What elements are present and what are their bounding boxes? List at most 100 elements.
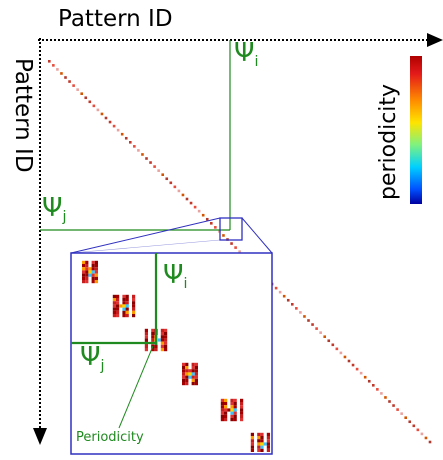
inset-block-cell	[266, 442, 270, 446]
inset-block-cell	[132, 314, 136, 318]
diagonal-point	[210, 222, 213, 225]
inset-block-cell	[119, 304, 123, 308]
inset-block-cell	[230, 411, 234, 415]
diagonal-point	[323, 335, 326, 338]
inset-block-cell	[116, 307, 120, 311]
diagonal-point	[299, 311, 302, 314]
diagonal-point	[335, 347, 339, 351]
diagonal-point	[104, 116, 108, 120]
inset-block-cell	[82, 264, 86, 268]
psi-i-subscript: i	[254, 54, 259, 70]
inset-block-cell	[160, 341, 164, 345]
inset-block-cell	[85, 260, 89, 264]
inset-block-cell	[233, 411, 237, 415]
inset-block-cell	[220, 411, 224, 415]
inset-block-cell	[257, 445, 261, 449]
inset-block-cell	[240, 405, 244, 409]
inset-block-cell	[125, 310, 129, 314]
diagonal-point	[303, 315, 306, 318]
inset-block-cell	[144, 335, 148, 339]
inset-block-cell	[257, 448, 261, 452]
inset-block-cell	[82, 280, 86, 284]
inset-psi-i-label: Ψi	[163, 262, 187, 291]
inset-block-cell	[240, 398, 244, 402]
diagonal-point	[311, 323, 314, 326]
diagonal-point	[367, 379, 371, 383]
inset-block-cell	[94, 276, 98, 280]
inset-block-cell	[132, 294, 136, 298]
inset-block-cell	[260, 432, 264, 436]
inset-block-cell	[94, 280, 98, 284]
diagonal-point	[100, 112, 104, 116]
diagonal-point	[404, 416, 407, 419]
inset-block-cell	[182, 362, 186, 366]
diagonal-point	[76, 88, 79, 91]
diagonal-point	[222, 234, 225, 237]
diagonal-point	[214, 226, 217, 229]
diagonal-point	[359, 371, 363, 375]
psi-j-subscript: j	[62, 209, 67, 225]
inset-block-cell	[182, 375, 186, 379]
inset-block-cell	[266, 445, 270, 449]
inset-block-cell	[194, 369, 198, 373]
diagonal-point	[205, 217, 209, 221]
diagonal-point	[56, 68, 59, 71]
diagonal-point	[412, 424, 416, 428]
inset-block-cell	[185, 378, 189, 382]
inset-block-cell	[94, 270, 98, 274]
inset-periodicity-blocks	[82, 260, 270, 452]
diagonal-point	[424, 436, 428, 440]
diagonal-point	[60, 72, 63, 75]
diagonal-point	[129, 141, 132, 144]
inset-block-cell	[182, 382, 186, 386]
inset-block-cell	[182, 378, 186, 382]
inset-block-cell	[154, 344, 158, 348]
inset-block-cell	[250, 448, 254, 452]
zoom-projection-right	[241, 217, 273, 254]
psi-symbol: Ψ	[163, 260, 184, 290]
diagonal-point	[185, 197, 189, 201]
inset-block-cell	[240, 408, 244, 412]
inset-block-cell	[116, 301, 120, 305]
inset-block-cell	[230, 402, 234, 406]
inset-block-cell	[185, 372, 189, 376]
inset-block-cell	[185, 382, 189, 386]
inset-block-cell	[122, 301, 126, 305]
diagonal-point	[149, 161, 152, 164]
diagonal-point	[278, 290, 282, 294]
diagonal-point	[339, 351, 343, 355]
inset-block-cell	[233, 398, 237, 402]
inset-zoom-panel	[70, 252, 273, 455]
inset-block-cell	[164, 348, 168, 352]
inset-block-cell	[144, 332, 148, 336]
diagonal-point	[141, 153, 144, 156]
inset-block-cell	[82, 276, 86, 280]
diagonal-point	[96, 108, 100, 112]
inset-block-cell	[164, 341, 168, 345]
inset-block-cell	[144, 344, 148, 348]
inset-block-cell	[230, 418, 234, 422]
inset-block-cell	[233, 408, 237, 412]
diagonal-point	[274, 286, 278, 290]
inset-block-cell	[266, 448, 270, 452]
inset-block-cell	[132, 310, 136, 314]
inset-block-cell	[154, 348, 158, 352]
diagonal-point	[307, 319, 310, 322]
inset-block-cell	[151, 338, 155, 342]
diagonal-point	[108, 120, 112, 124]
inset-block-cell	[85, 267, 89, 271]
inset-block-cell	[182, 366, 186, 370]
inset-block-cell	[257, 436, 261, 440]
inset-block-cell	[250, 436, 254, 440]
inset-block-cell	[160, 338, 164, 342]
zoom-projection-bottom-left	[70, 239, 221, 254]
inset-block-cell	[151, 328, 155, 332]
inset-block-cell	[125, 314, 129, 318]
inset-block-cell	[144, 348, 148, 352]
inset-block-cell	[224, 405, 228, 409]
inset-block-cell	[191, 375, 195, 379]
inset-block-cell	[112, 307, 116, 311]
diagonal-point	[64, 76, 67, 79]
inset-block-cell	[91, 276, 95, 280]
diagonal-point	[347, 359, 351, 363]
